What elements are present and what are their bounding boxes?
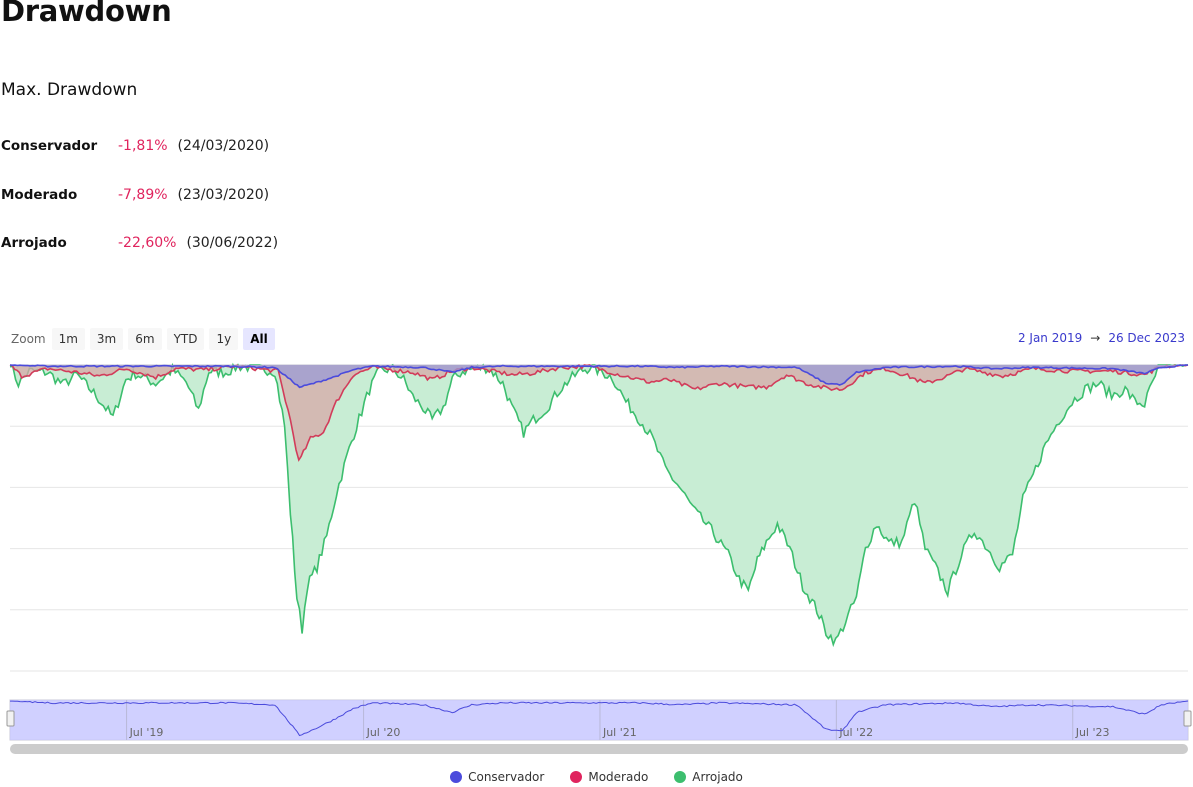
drawdown-value: -7,89% — [118, 187, 168, 203]
chart-series — [9, 362, 1189, 648]
zoom-1y-button[interactable]: 1y — [209, 328, 239, 350]
series-line-conservador — [9, 364, 1189, 389]
max-drawdown-row-arrojado: Arrojado -22,60% (30/06/2022) — [1, 235, 278, 251]
max-drawdown-row-conservador: Conservador -1,81% (24/03/2020) — [1, 138, 269, 154]
area-fill-arrojado — [10, 365, 1188, 645]
zoom-all-button[interactable]: All — [243, 328, 275, 350]
legend-dot-conservador — [450, 771, 463, 783]
series-line-arrojado — [9, 362, 1188, 648]
area-fill-conservador — [10, 365, 1188, 388]
date-range: 2 Jan 2019 → 26 Dec 2023 — [1018, 331, 1185, 345]
zoom-label: Zoom — [11, 332, 46, 346]
zoom-3m-button[interactable]: 3m — [89, 328, 124, 350]
zoom-ytd-button[interactable]: YTD — [166, 328, 205, 350]
legend-item-arrojado[interactable]: Arrojado — [674, 770, 743, 784]
page-title: Drawdown — [1, 0, 172, 28]
chart-legend: Conservador Moderado Arrojado — [0, 770, 1193, 784]
legend-dot-moderado — [570, 771, 583, 783]
navigator-left-handle[interactable] — [6, 710, 15, 727]
range-to-date[interactable]: 26 Dec 2023 — [1108, 331, 1185, 345]
navigator-label: Jul '21 — [602, 726, 637, 739]
navigator-labels: Jul '19 Jul '20 Jul '21 Jul '22 Jul '23 — [126, 700, 1110, 740]
drawdown-value: -1,81% — [118, 138, 168, 154]
navigator-right-handle[interactable] — [1183, 710, 1192, 727]
legend-item-moderado[interactable]: Moderado — [570, 770, 648, 784]
navigator-label: Jul '20 — [366, 726, 401, 739]
portfolio-name: Arrojado — [1, 235, 67, 251]
legend-item-conservador[interactable]: Conservador — [450, 770, 544, 784]
legend-label: Conservador — [468, 770, 545, 784]
range-arrow: → — [1090, 331, 1101, 345]
legend-dot-arrojado — [674, 771, 687, 783]
legend-label: Arrojado — [692, 770, 743, 784]
navigator-label: Jul '23 — [1075, 726, 1110, 739]
legend-label: Moderado — [588, 770, 649, 784]
area-fill-moderado — [10, 365, 1188, 460]
navigator-label: Jul '22 — [838, 726, 873, 739]
navigator-scrollbar[interactable] — [10, 744, 1188, 754]
drawdown-date: (24/03/2020) — [177, 138, 270, 154]
zoom-6m-button[interactable]: 6m — [128, 328, 162, 350]
drawdown-date: (30/06/2022) — [186, 235, 279, 251]
portfolio-name: Moderado — [1, 187, 78, 203]
drawdown-value: -22,60% — [118, 235, 177, 251]
max-drawdown-row-moderado: Moderado -7,89% (23/03/2020) — [1, 187, 269, 203]
navigator-series-line — [10, 700, 1189, 737]
max-drawdown-subtitle: Max. Drawdown — [1, 80, 138, 100]
zoom-1m-button[interactable]: 1m — [51, 328, 85, 350]
navigator[interactable]: Jul '19 Jul '20 Jul '21 Jul '22 Jul '23 — [0, 698, 1193, 756]
drawdown-chart[interactable] — [0, 360, 1193, 680]
portfolio-name: Conservador — [1, 138, 98, 154]
range-from-date[interactable]: 2 Jan 2019 — [1017, 331, 1083, 345]
navigator-label: Jul '19 — [129, 726, 164, 739]
zoom-bar: Zoom 1m 3m 6m YTD 1y All — [11, 328, 280, 350]
drawdown-date: (23/03/2020) — [177, 187, 270, 203]
